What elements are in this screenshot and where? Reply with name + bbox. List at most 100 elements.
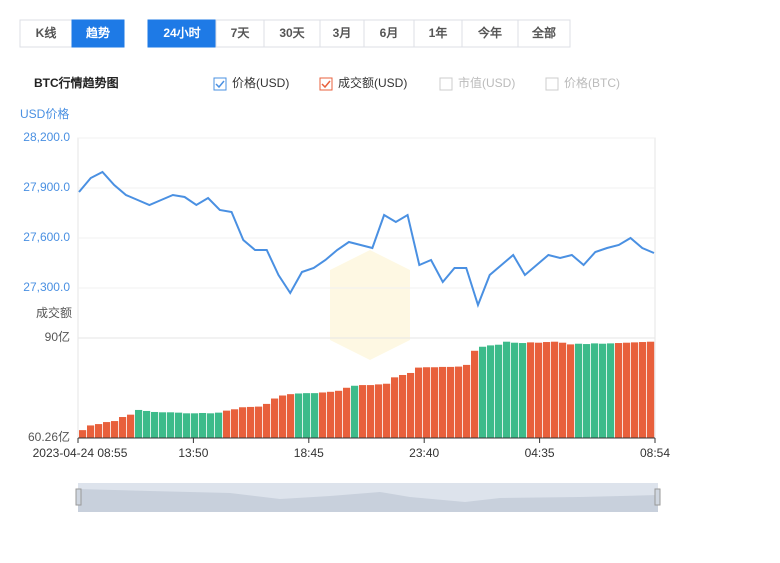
volume-bar xyxy=(191,413,199,438)
x-tick-label: 08:54 xyxy=(640,446,670,460)
volume-bar xyxy=(151,411,159,438)
volume-bar xyxy=(415,367,423,438)
volume-bar xyxy=(591,343,599,438)
navigator-handle[interactable] xyxy=(75,488,82,506)
volume-bar xyxy=(447,366,455,438)
tab[interactable] xyxy=(461,19,519,48)
volume-bar xyxy=(111,421,119,438)
volume-bar xyxy=(247,406,255,438)
watermark xyxy=(330,250,410,360)
navigator-handle[interactable] xyxy=(654,488,661,506)
volume-bar xyxy=(471,350,479,438)
x-tick-label: 2023-04-24 08:55 xyxy=(33,446,128,460)
volume-bar xyxy=(279,395,287,438)
legend-checkbox[interactable] xyxy=(545,77,559,91)
volume-bar xyxy=(391,377,399,438)
volume-bar xyxy=(95,424,103,438)
legend-label: 成交额(USD) xyxy=(338,75,407,90)
tab-label: K线 xyxy=(36,25,57,40)
volume-bar xyxy=(551,341,559,438)
volume-bar xyxy=(271,398,279,438)
legend-checkbox[interactable] xyxy=(213,77,227,91)
tab-label: 30天 xyxy=(279,26,305,40)
volume-bar xyxy=(103,422,111,438)
volume-bar xyxy=(207,413,215,438)
tab-label: 全部 xyxy=(531,25,556,40)
legend-checkbox[interactable] xyxy=(319,77,333,91)
tab-label: 1年 xyxy=(429,25,448,40)
volume-bar xyxy=(511,342,519,438)
volume-bar xyxy=(79,430,87,438)
volume-bar xyxy=(199,412,207,438)
tab[interactable] xyxy=(413,19,463,48)
volume-bar xyxy=(239,407,247,438)
volume-bar xyxy=(615,343,623,438)
tab[interactable] xyxy=(363,19,415,48)
tab-label: 3月 xyxy=(333,26,352,40)
volume-bar xyxy=(255,406,263,438)
y-tick-label: 60.26亿 xyxy=(28,429,70,444)
volume-bar xyxy=(527,342,535,438)
volume-bar xyxy=(167,412,175,438)
legend-label: 市值(USD) xyxy=(458,75,515,90)
y-tick-label: 27,600.0 xyxy=(23,230,70,244)
y-axis-title: 成交额 xyxy=(36,305,72,320)
volume-bar xyxy=(559,342,567,438)
tab-label: 趋势 xyxy=(86,25,110,40)
tab-label: 24小时 xyxy=(163,25,200,40)
volume-bar xyxy=(119,417,127,438)
tab[interactable] xyxy=(517,19,571,48)
volume-bar xyxy=(295,393,303,438)
volume-bar xyxy=(287,394,295,438)
volume-bar xyxy=(455,366,463,438)
tab-label: 今年 xyxy=(477,25,502,40)
chart-title: BTC行情趋势图 xyxy=(34,75,119,90)
volume-bar xyxy=(343,387,351,438)
navigator-area xyxy=(78,489,658,512)
volume-bar xyxy=(519,343,527,438)
volume-bar xyxy=(639,342,647,438)
volume-bar xyxy=(535,342,543,438)
volume-bar xyxy=(479,346,487,438)
y-tick-label: 90亿 xyxy=(45,329,70,344)
volume-bar xyxy=(503,341,511,438)
x-tick-label: 13:50 xyxy=(178,446,208,460)
volume-bar xyxy=(439,366,447,438)
volume-bar xyxy=(607,343,615,438)
volume-bar xyxy=(407,372,415,438)
y-tick-label: 27,300.0 xyxy=(23,280,70,294)
volume-bar xyxy=(223,410,231,438)
volume-bar xyxy=(303,393,311,438)
tab[interactable] xyxy=(319,19,365,48)
volume-bar xyxy=(583,344,591,438)
volume-bar xyxy=(183,413,191,438)
volume-bar xyxy=(463,364,471,438)
legend-check xyxy=(215,80,225,89)
volume-bar xyxy=(599,343,607,438)
tab-label: 7天 xyxy=(231,26,251,40)
volume-bar xyxy=(487,345,495,438)
volume-bar xyxy=(127,414,135,438)
price-line xyxy=(78,170,655,308)
volume-bar xyxy=(319,392,327,438)
tab[interactable] xyxy=(71,19,125,48)
volume-bar xyxy=(495,344,503,438)
tab-label: 6月 xyxy=(380,26,399,40)
legend-check xyxy=(321,80,331,89)
volume-bar xyxy=(631,342,639,438)
tab[interactable] xyxy=(19,19,73,48)
tab[interactable] xyxy=(263,19,321,48)
legend-checkbox[interactable] xyxy=(439,77,453,91)
x-tick-label: 04:35 xyxy=(525,446,555,460)
volume-bar xyxy=(311,393,319,438)
y-tick-label: 28,200.0 xyxy=(23,130,70,144)
volume-bar xyxy=(327,391,335,438)
legend-label: 价格(BTC) xyxy=(564,75,620,90)
volume-bar xyxy=(543,342,551,438)
volume-bar xyxy=(335,390,343,438)
volume-bar xyxy=(383,383,391,438)
volume-bar xyxy=(231,409,239,438)
tab[interactable] xyxy=(215,19,265,48)
